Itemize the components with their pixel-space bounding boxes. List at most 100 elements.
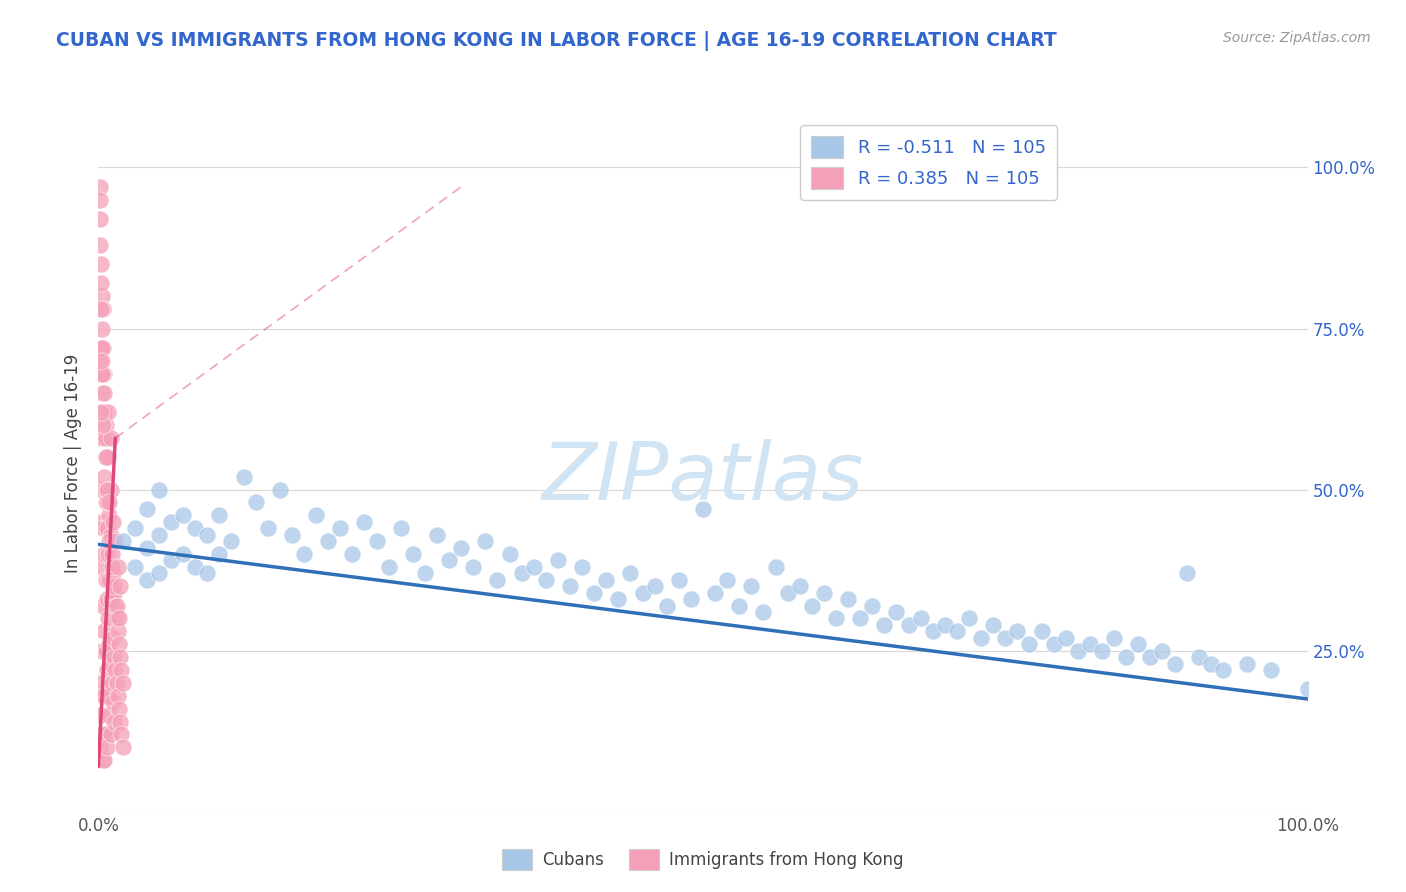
Point — [96, 663, 118, 677]
Point — [946, 624, 969, 639]
Point — [1102, 631, 1125, 645]
Point — [96, 740, 118, 755]
Point — [90, 302, 112, 317]
Point — [96, 521, 118, 535]
Point — [94, 450, 117, 465]
Point — [728, 599, 751, 613]
Point — [426, 527, 449, 541]
Point — [91, 353, 114, 368]
Point — [184, 560, 207, 574]
Point — [571, 560, 593, 574]
Point — [124, 521, 146, 535]
Point — [96, 495, 118, 509]
Point — [107, 624, 129, 639]
Point — [245, 495, 267, 509]
Point — [474, 534, 496, 549]
Point — [98, 708, 121, 723]
Point — [679, 592, 702, 607]
Point — [1042, 637, 1064, 651]
Point — [104, 599, 127, 613]
Point — [655, 599, 678, 613]
Point — [104, 534, 127, 549]
Point — [124, 560, 146, 574]
Point — [107, 560, 129, 574]
Point — [97, 405, 120, 419]
Point — [91, 727, 114, 741]
Point — [103, 579, 125, 593]
Point — [413, 566, 436, 581]
Point — [135, 573, 157, 587]
Point — [1163, 657, 1185, 671]
Point — [94, 418, 117, 433]
Point — [1260, 663, 1282, 677]
Point — [281, 527, 304, 541]
Point — [366, 534, 388, 549]
Point — [195, 527, 218, 541]
Point — [269, 483, 291, 497]
Point — [981, 618, 1004, 632]
Point — [107, 689, 129, 703]
Point — [1007, 624, 1029, 639]
Point — [1115, 650, 1137, 665]
Point — [305, 508, 328, 523]
Point — [523, 560, 546, 574]
Text: Source: ZipAtlas.com: Source: ZipAtlas.com — [1223, 31, 1371, 45]
Point — [148, 566, 170, 581]
Point — [89, 237, 111, 252]
Point — [498, 547, 520, 561]
Point — [160, 515, 183, 529]
Point — [316, 534, 339, 549]
Point — [377, 560, 399, 574]
Point — [91, 341, 114, 355]
Point — [897, 618, 920, 632]
Point — [1212, 663, 1234, 677]
Point — [91, 289, 114, 303]
Point — [90, 277, 112, 291]
Point — [91, 483, 114, 497]
Point — [111, 740, 134, 755]
Point — [208, 508, 231, 523]
Point — [91, 599, 114, 613]
Point — [98, 637, 121, 651]
Point — [148, 527, 170, 541]
Point — [91, 521, 114, 535]
Point — [103, 650, 125, 665]
Point — [89, 179, 111, 194]
Point — [668, 573, 690, 587]
Point — [921, 624, 943, 639]
Point — [91, 367, 114, 381]
Point — [644, 579, 666, 593]
Point — [450, 541, 472, 555]
Point — [98, 534, 121, 549]
Point — [813, 585, 835, 599]
Point — [101, 695, 124, 709]
Point — [93, 689, 115, 703]
Point — [91, 560, 114, 574]
Point — [91, 386, 114, 401]
Point — [91, 689, 114, 703]
Point — [100, 483, 122, 497]
Point — [825, 611, 848, 625]
Point — [100, 657, 122, 671]
Point — [486, 573, 509, 587]
Point — [100, 560, 122, 574]
Point — [91, 321, 114, 335]
Point — [108, 637, 131, 651]
Point — [195, 566, 218, 581]
Point — [93, 367, 115, 381]
Point — [97, 450, 120, 465]
Point — [94, 727, 117, 741]
Point — [1031, 624, 1053, 639]
Point — [97, 483, 120, 497]
Point — [93, 469, 115, 483]
Point — [1139, 650, 1161, 665]
Point — [105, 599, 128, 613]
Point — [910, 611, 932, 625]
Point — [94, 643, 117, 657]
Point — [957, 611, 980, 625]
Point — [108, 650, 131, 665]
Point — [184, 521, 207, 535]
Point — [510, 566, 533, 581]
Text: ZIPatlas: ZIPatlas — [541, 439, 865, 516]
Point — [160, 553, 183, 567]
